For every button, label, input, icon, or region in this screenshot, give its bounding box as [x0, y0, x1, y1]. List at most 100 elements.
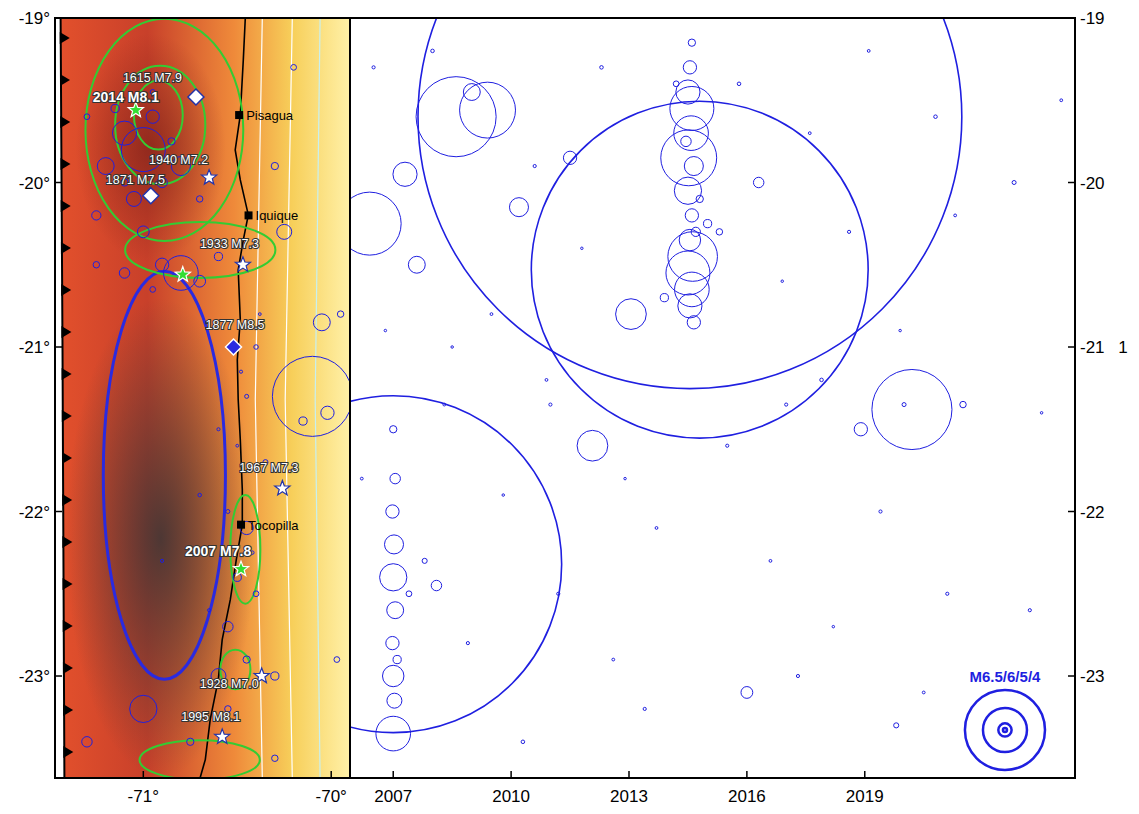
event: [681, 136, 691, 146]
event: [463, 84, 480, 101]
event: [236, 444, 239, 447]
event: [393, 162, 417, 186]
event: [443, 403, 446, 406]
epicenter-label: 2014 M8.1: [93, 89, 159, 105]
event: [254, 345, 259, 350]
tick-label: -22°: [19, 503, 50, 522]
epicenter-label: 1928 M7.0: [200, 677, 259, 691]
figure: 1615 M7.92014 M8.11940 M7.21871 M7.51933…: [0, 0, 1139, 814]
tick-label: 2010: [492, 787, 530, 806]
event: [820, 378, 824, 382]
event: [92, 211, 101, 220]
tick-label: -19°: [19, 9, 50, 28]
slab-contour: [285, 18, 292, 778]
tick: [55, 675, 62, 677]
tick-label: 2007: [374, 787, 412, 806]
event: [161, 559, 164, 562]
tick: [1068, 17, 1075, 19]
event: [660, 294, 668, 302]
event: [214, 252, 222, 260]
size-legend-circle: [998, 723, 1011, 736]
event: [146, 110, 159, 123]
event: [387, 693, 402, 708]
event: [112, 121, 136, 145]
event: [372, 66, 375, 69]
rupture-zone: [103, 271, 225, 679]
event: [384, 535, 403, 554]
event: [194, 275, 206, 287]
epicenter-label: 1940 M7.2: [149, 153, 208, 167]
trench-teeth: [62, 410, 72, 422]
event: [796, 674, 799, 677]
epicenter-star: [233, 561, 248, 576]
event: [643, 707, 646, 710]
trench-teeth: [60, 158, 70, 170]
event: [687, 316, 700, 329]
tick: [143, 771, 145, 778]
event: [703, 220, 711, 228]
event: [781, 280, 783, 282]
event: [187, 738, 194, 745]
epicenter-label: 2007 M7.8: [185, 543, 251, 559]
event: [600, 66, 604, 70]
event: [198, 493, 202, 497]
tick: [1068, 675, 1075, 677]
event: [612, 658, 615, 661]
event: [466, 642, 469, 645]
coastline: [200, 18, 248, 778]
event: [196, 196, 202, 202]
event: [387, 602, 404, 619]
plot-frame: [350, 18, 1075, 778]
event: [111, 104, 119, 112]
epicenter-star: [175, 267, 190, 282]
event: [350, 396, 562, 733]
event: [616, 299, 647, 330]
trench-teeth: [63, 662, 73, 674]
trench-teeth: [63, 704, 73, 716]
event: [847, 230, 850, 233]
event: [674, 177, 701, 204]
event: [954, 214, 957, 217]
event: [168, 138, 175, 145]
event: [272, 356, 350, 436]
time-plot: [350, 18, 1063, 751]
city-label: Pisagua: [246, 108, 294, 123]
event: [390, 473, 400, 483]
trench-teeth: [62, 452, 72, 464]
event: [460, 82, 516, 138]
trench-teeth: [62, 494, 72, 506]
map-plot: [60, 18, 350, 778]
event: [922, 691, 925, 694]
event: [531, 101, 868, 438]
rupture-zone: [85, 19, 243, 241]
event: [207, 609, 210, 612]
event: [1040, 412, 1042, 414]
event: [384, 329, 386, 331]
event: [376, 716, 411, 751]
event: [716, 229, 722, 235]
tick-label: -19: [1080, 9, 1105, 28]
trench-teeth: [63, 578, 73, 590]
event: [408, 256, 425, 273]
plot-ground: [350, 18, 1075, 778]
event: [93, 262, 99, 268]
event: [685, 209, 698, 222]
tick: [510, 771, 512, 778]
tick: [392, 771, 394, 778]
event: [683, 61, 696, 74]
trench-teeth: [61, 242, 71, 254]
tick: [55, 17, 62, 19]
event: [386, 505, 399, 518]
event: [894, 723, 899, 728]
trench-teeth: [60, 116, 70, 128]
event: [164, 256, 199, 291]
slab-contour: [315, 18, 320, 778]
event: [223, 621, 233, 631]
trench-teeth: [61, 326, 71, 338]
size-legend-circle: [1003, 728, 1007, 732]
size-legend-circle: [983, 708, 1027, 752]
event: [808, 132, 811, 135]
event: [502, 494, 504, 496]
trench-teeth: [60, 32, 70, 44]
tick: [628, 771, 630, 778]
